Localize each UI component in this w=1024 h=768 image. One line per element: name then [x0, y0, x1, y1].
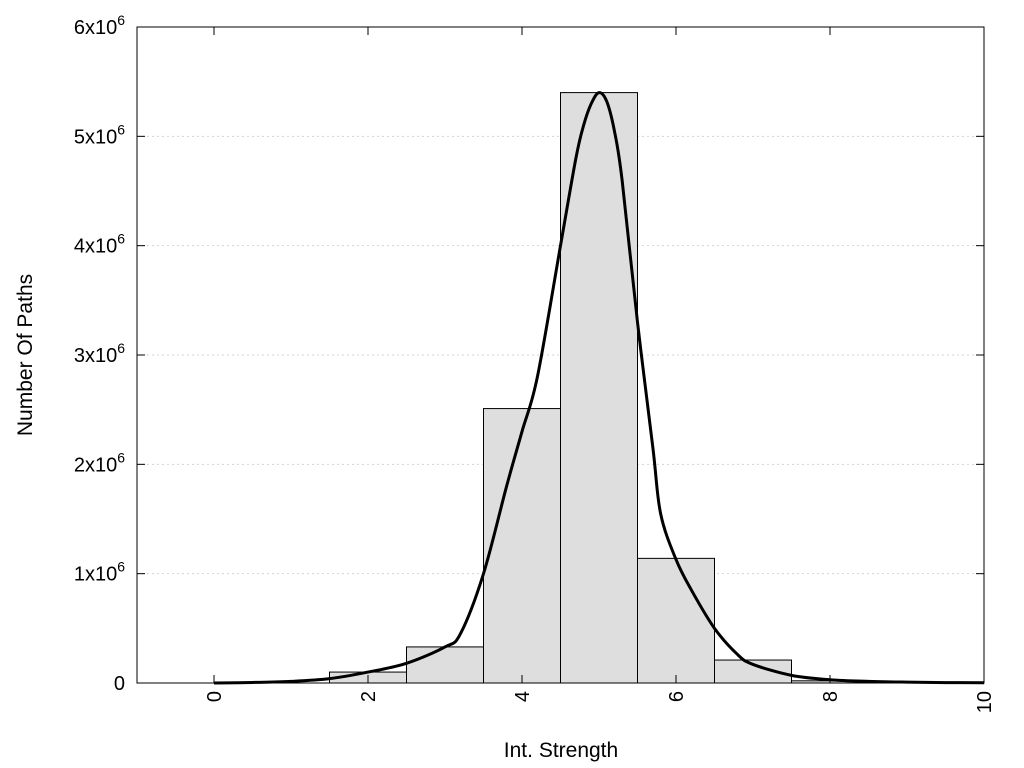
y-tick-label: 6x106	[74, 12, 125, 39]
x-tick-label: 0	[204, 691, 226, 702]
fit-curve-layer	[213, 91, 985, 685]
x-tick-label: 10	[974, 691, 996, 713]
x-tick-label: 4	[512, 691, 534, 702]
x-tick-label: 2	[358, 691, 380, 702]
y-tick-label: 1x106	[74, 559, 125, 586]
y-axis-title: Number Of Paths	[14, 274, 37, 436]
y-tick-label: 3x106	[74, 340, 125, 367]
x-axis-title: Int. Strength	[504, 739, 618, 762]
bars	[329, 92, 869, 684]
y-tick-label: 4x106	[74, 231, 125, 258]
y-tick-label: 0	[114, 673, 125, 695]
fit-curve	[213, 91, 985, 685]
histogram-bar	[406, 646, 484, 684]
histogram-bar	[483, 408, 561, 684]
x-tick-label: 8	[820, 691, 842, 702]
axis-ticks: 0 2 4 6 8 10 0 1x106 2x106 3x106 4x106 5x106 6x106	[74, 12, 996, 713]
grid-lines	[137, 135, 984, 575]
y-tick-label: 2x106	[74, 449, 125, 476]
histogram-bar	[637, 557, 715, 684]
y-tick-label: 5x106	[74, 121, 125, 148]
x-tick-label: 6	[666, 691, 688, 702]
